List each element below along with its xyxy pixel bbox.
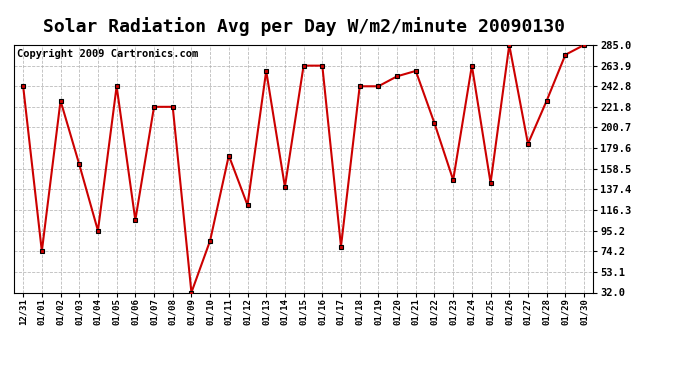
Text: Solar Radiation Avg per Day W/m2/minute 20090130: Solar Radiation Avg per Day W/m2/minute … bbox=[43, 17, 564, 36]
Text: Copyright 2009 Cartronics.com: Copyright 2009 Cartronics.com bbox=[17, 49, 198, 59]
